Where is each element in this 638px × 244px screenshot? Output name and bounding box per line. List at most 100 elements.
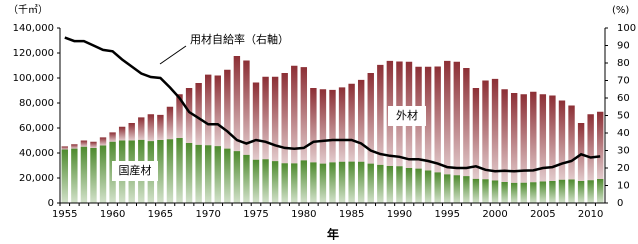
bar-segment: [415, 168, 422, 203]
bar-segment: [166, 106, 174, 140]
y2-tick-label: 40: [617, 128, 630, 139]
bar-segment: [577, 123, 585, 181]
x-tick-label: 1965: [148, 209, 173, 220]
bar-segment: [61, 149, 68, 203]
bar-segment: [510, 182, 518, 203]
bar-segment: [348, 83, 355, 162]
bar-segment: [214, 146, 221, 203]
bar-segment: [243, 60, 250, 155]
bar-segment: [291, 65, 298, 164]
bar-segment: [472, 178, 480, 203]
label-box: [388, 106, 426, 126]
bar-segment: [587, 114, 594, 181]
bar-segment: [157, 140, 164, 203]
bar-segment: [233, 56, 241, 152]
bar-segment: [482, 179, 489, 203]
bar-segment: [597, 111, 604, 179]
bar-segment: [205, 74, 212, 146]
bar-segment: [501, 89, 508, 182]
bar-segment: [329, 89, 336, 163]
bar-segment: [424, 170, 432, 203]
ratio-line: [64, 36, 601, 173]
x-tick-label: 1990: [387, 209, 412, 220]
bar-segment: [444, 60, 451, 175]
bar-segment: [319, 163, 327, 203]
bar-segment: [157, 114, 164, 140]
bar-segment: [520, 182, 527, 203]
bar-segment: [463, 176, 470, 203]
y-tick-label: 100,000: [13, 73, 54, 84]
label-box: [112, 161, 158, 181]
bar-segment: [300, 160, 308, 203]
y2-tick-label: 30: [617, 146, 630, 157]
bar-segment: [166, 139, 174, 203]
y-tick-label: 120,000: [13, 48, 54, 59]
bar-segment: [118, 126, 126, 141]
bar-segment: [357, 161, 365, 203]
bar-segment: [80, 146, 88, 203]
bar-segment: [568, 105, 575, 180]
x-tick-label: 1980: [291, 209, 316, 220]
bar-segment: [176, 138, 183, 203]
bar-segment: [597, 179, 604, 203]
bar-segment: [310, 162, 317, 203]
series-label: 外材: [396, 108, 418, 122]
y-tick-label: 20,000: [19, 173, 54, 184]
y2-tick-label: 10: [617, 181, 630, 192]
bar-segment: [482, 80, 489, 180]
bar-segment: [510, 93, 518, 183]
bar-segment: [281, 73, 288, 164]
bar-segment: [271, 76, 279, 162]
bar-segment: [138, 117, 145, 140]
x-tick-label: 1975: [243, 209, 268, 220]
bar-segment: [185, 143, 193, 203]
bar-segment: [109, 132, 116, 142]
bar-segment: [520, 94, 527, 183]
bar-segment: [281, 163, 288, 203]
bar-segment: [386, 166, 394, 203]
bar-segment: [434, 172, 441, 203]
bar-segment: [71, 148, 78, 203]
bar-segment: [99, 145, 107, 203]
bar-segment: [71, 144, 78, 149]
bar-segment: [367, 163, 374, 203]
bar-segment: [291, 163, 298, 203]
bar-segment: [348, 161, 355, 203]
bar-segment: [271, 161, 279, 203]
bar-segment: [90, 148, 97, 203]
x-tick-label: 2000: [482, 209, 507, 220]
bar-segment: [558, 100, 566, 180]
bar-segment: [530, 91, 537, 183]
bar-segment: [558, 179, 566, 203]
bar-segment: [252, 82, 260, 160]
bar-segment: [539, 181, 547, 203]
bar-segment: [195, 83, 202, 145]
bar-segment: [176, 94, 183, 138]
bar-segment: [147, 114, 155, 142]
bar-segment: [463, 68, 470, 177]
y2-tick-label: 100: [617, 23, 636, 34]
x-tick-label: 2005: [530, 209, 555, 220]
bar-segment: [90, 141, 97, 148]
bar-segment: [377, 64, 384, 165]
bar-segment: [491, 78, 499, 181]
bar-segment: [501, 182, 508, 203]
y2-tick-label: 70: [617, 76, 630, 87]
bar-segment: [424, 66, 432, 171]
bar-segment: [549, 181, 556, 203]
x-tick-label: 1995: [435, 209, 460, 220]
bar-segment: [453, 61, 460, 176]
bar-segment: [195, 144, 202, 203]
x-tick-label: 1985: [339, 209, 364, 220]
x-tick-label: 2010: [578, 209, 603, 220]
y-tick-label: 60,000: [19, 123, 54, 134]
y2-tick-label: 90: [617, 41, 630, 52]
y2-tick-label: 20: [617, 163, 630, 174]
y2-tick-label: 80: [617, 58, 630, 69]
bar-segment: [80, 140, 88, 147]
bar-segment: [367, 73, 374, 164]
y2-tick-label: 50: [617, 111, 630, 122]
bar-segment: [338, 87, 346, 162]
bar-segment: [396, 166, 403, 203]
